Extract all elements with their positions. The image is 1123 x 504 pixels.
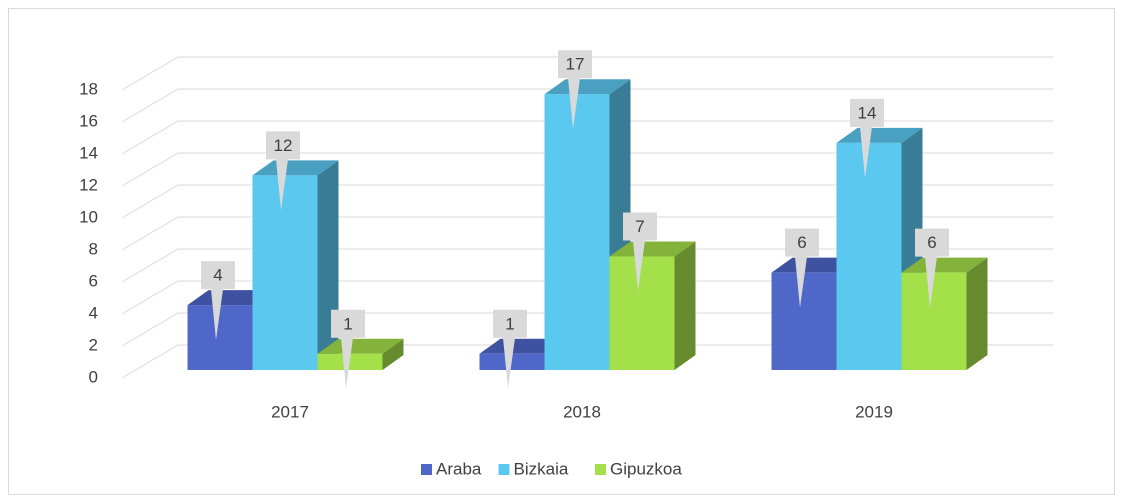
grid-line [121, 248, 1053, 283]
y-tick-label: 6 [89, 271, 98, 290]
grid-line [121, 216, 1053, 251]
legend-swatch [498, 464, 510, 475]
y-tick-label: 14 [79, 143, 98, 162]
grid-line [121, 152, 1053, 187]
legend-swatch [421, 464, 432, 475]
data-label: 7 [635, 217, 644, 236]
x-tick-label: 2017 [271, 402, 309, 421]
y-tick-label: 12 [79, 175, 98, 194]
bar-front [836, 142, 902, 370]
bar-top [609, 241, 696, 257]
y-tick-label: 8 [89, 239, 98, 258]
x-tick-label: 2018 [563, 402, 601, 421]
data-label: 6 [927, 233, 936, 252]
label-callout [623, 212, 657, 292]
grid-line [121, 56, 1053, 91]
bar-front [544, 94, 610, 370]
grid-line [121, 184, 1053, 219]
legend-swatch [595, 464, 606, 475]
bar-side [966, 257, 988, 370]
bar-front [771, 272, 837, 370]
bar [252, 160, 339, 370]
legend-label: Bizkaia [514, 459, 569, 478]
label-callout [331, 309, 365, 389]
bar-top [836, 127, 923, 143]
bar-top [771, 257, 858, 273]
label-callout [558, 50, 592, 130]
bar-top [317, 338, 404, 354]
grid-line [121, 88, 1053, 123]
bar-side [674, 241, 696, 370]
bar-side [317, 160, 339, 370]
data-label: 12 [274, 136, 293, 155]
bar-top [187, 290, 274, 306]
data-label: 6 [797, 233, 806, 252]
y-tick-label: 4 [89, 303, 98, 322]
bar-top [544, 79, 631, 95]
label-callout [785, 228, 819, 308]
bar-front [609, 256, 675, 370]
data-label: 1 [505, 314, 514, 333]
bar-top [479, 338, 566, 354]
label-callout [850, 98, 884, 178]
label-callout [201, 261, 235, 341]
bar [317, 338, 404, 370]
y-tick-label: 10 [79, 207, 98, 226]
data-label: 14 [858, 103, 877, 122]
label-callout [266, 131, 300, 211]
bar-top [901, 257, 988, 273]
label-callout [915, 228, 949, 308]
bar [901, 257, 988, 370]
grid-line [121, 120, 1053, 155]
bar-front [901, 272, 967, 370]
data-label: 17 [566, 55, 585, 74]
data-label: 1 [343, 314, 352, 333]
bar-front [317, 353, 383, 370]
legend-label: Gipuzkoa [610, 459, 682, 478]
bar-side [382, 338, 404, 370]
data-label: 4 [213, 266, 222, 285]
bar-top [252, 160, 339, 176]
legend-label: Araba [436, 459, 482, 478]
bar-front [252, 175, 318, 370]
bar-front [479, 353, 545, 370]
y-tick-label: 0 [89, 367, 98, 386]
y-tick-label: 16 [79, 111, 98, 130]
y-tick-label: 18 [79, 79, 98, 98]
y-tick-label: 2 [89, 335, 98, 354]
bar [609, 241, 696, 370]
grid-line [121, 280, 1053, 315]
label-callout [493, 309, 527, 389]
grid-line [121, 312, 1053, 347]
grid-line [121, 344, 1053, 379]
x-tick-label: 2019 [855, 402, 893, 421]
bar-front [187, 305, 253, 370]
